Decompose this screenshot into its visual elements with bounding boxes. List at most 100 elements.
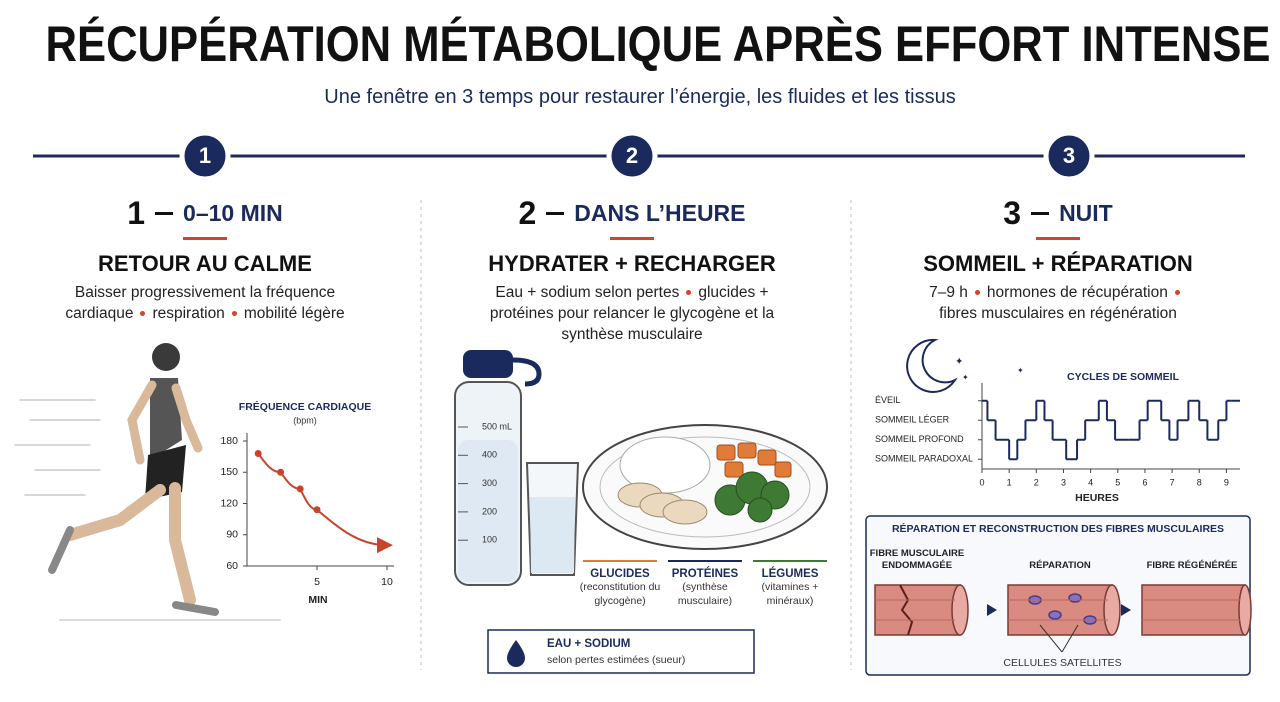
- plate: [582, 424, 828, 550]
- bottle-scale: 500 mL 400 300 200 100: [458, 421, 512, 545]
- badge-number: 3: [1063, 143, 1075, 168]
- step-header: 3 NUIT: [868, 194, 1248, 231]
- food-detail: (synthèse musculaire): [677, 581, 733, 607]
- x-tick-label: 2: [1034, 477, 1039, 487]
- box-detail: selon pertes estimées (sueur): [547, 654, 686, 666]
- x-tick-label: 3: [1061, 477, 1066, 487]
- underline: [183, 237, 227, 240]
- point: 7–9 h: [929, 284, 968, 301]
- bullet: [686, 290, 692, 296]
- fiber-caption: CELLULES SATELLITES: [1003, 657, 1122, 669]
- underline: [1036, 237, 1080, 240]
- y-tick-label: 150: [220, 466, 238, 478]
- heart-rate-line: [257, 452, 393, 554]
- step-number: 2: [518, 194, 537, 231]
- step-time: 0–10 MIN: [183, 199, 283, 226]
- badge: 3: [1043, 130, 1095, 182]
- scale-label: 300: [482, 478, 497, 488]
- y-tick-label: 90: [226, 529, 238, 541]
- food-legend: LÉGUMES (vitamines + minéraux): [745, 560, 835, 608]
- point: glucides + protéines pour relancer le gl…: [489, 284, 775, 343]
- x-tick-label: 7: [1170, 477, 1175, 487]
- step-text: Baisser progressivement la fréquence car…: [62, 282, 348, 324]
- point: respiration: [152, 305, 225, 322]
- fiber-stage: FIBRE RÉGÉNÉRÉE: [1146, 560, 1238, 571]
- food-detail: (reconstitution du glycogène): [579, 581, 661, 607]
- point: [296, 485, 304, 493]
- x-tick-label: 6: [1142, 477, 1147, 487]
- underline: [610, 237, 654, 240]
- drop-icon: [507, 640, 525, 667]
- food-detail: (vitamines + minéraux): [761, 581, 819, 607]
- dash: [155, 211, 174, 215]
- bullet: [974, 290, 980, 296]
- step-heading: SOMMEIL + RÉPARATION: [923, 251, 1193, 276]
- step-header: 1 0–10 MIN: [15, 194, 395, 231]
- chart-title: FRÉQUENCE CARDIAQUE: [239, 400, 371, 413]
- step-number: 1: [127, 194, 146, 231]
- x-axis-label: MIN: [308, 594, 327, 606]
- svg-text:✦: ✦: [955, 357, 963, 368]
- step-text: 7–9 h hormones de récupération fibres musc…: [918, 282, 1198, 324]
- x-axis-label: HEURES: [1075, 492, 1119, 504]
- svg-text:✦: ✦: [1017, 366, 1024, 375]
- food-line: [668, 560, 742, 562]
- scale-label: 100: [482, 535, 497, 545]
- x-tick-label: 1: [1007, 477, 1012, 487]
- bullet: [231, 311, 237, 317]
- point: hormones de récupération: [986, 284, 1168, 301]
- point: Eau + sodium selon pertes: [495, 284, 680, 301]
- badge-number: 1: [199, 143, 211, 168]
- y-tick-label: 60: [226, 560, 238, 572]
- point: fibres musculaires en régénération: [939, 305, 1177, 322]
- moon: ✦ ✦ ✦: [906, 338, 1024, 393]
- food-name: LÉGUMES: [761, 568, 819, 580]
- x-tick-label: 8: [1197, 477, 1202, 487]
- scale-label: 500 mL: [482, 421, 512, 431]
- x-tick-label: 0: [979, 477, 984, 487]
- food-legend: GLUCIDES (reconstitution du glycogène): [575, 560, 665, 608]
- dash: [1031, 211, 1050, 215]
- scale-label: 200: [482, 506, 497, 516]
- chart-title: CYCLES DE SOMMEIL: [1067, 371, 1180, 383]
- food-name: PROTÉINES: [671, 568, 739, 580]
- point: [313, 506, 321, 514]
- y-tick-label: 120: [220, 497, 238, 509]
- fiber-stage: FIBRE MUSCULAIRE ENDOMMAGÉE: [869, 548, 965, 571]
- y-tick-label: ÉVEIL: [875, 395, 901, 405]
- step-header: 2 DANS L’HEURE: [442, 194, 822, 231]
- chart-unit: (bpm): [293, 415, 317, 425]
- glass: [525, 462, 580, 576]
- y-tick-label: SOMMEIL LÉGER: [875, 415, 950, 425]
- svg-text:✦: ✦: [962, 373, 969, 382]
- step-number: 3: [1003, 194, 1022, 231]
- point: mobilité légère: [243, 305, 345, 322]
- box-title: EAU + SODIUM: [547, 638, 631, 650]
- info-box: [487, 629, 755, 674]
- point: [277, 468, 285, 476]
- bullet: [140, 311, 146, 317]
- fiber-illustration: [874, 584, 1252, 653]
- food-name: GLUCIDES: [590, 568, 650, 580]
- scale-label: 400: [482, 450, 497, 460]
- x-tick-label: 5: [314, 576, 320, 588]
- x-tick-label: 5: [1115, 477, 1120, 487]
- step-text: Eau + sodium selon pertes glucides + prot…: [478, 282, 786, 345]
- badge: 2: [606, 130, 658, 182]
- runner: [14, 343, 281, 621]
- point: [254, 450, 262, 457]
- step-heading: HYDRATER + RECHARGER: [488, 251, 776, 276]
- fiber-title: RÉPARATION ET RECONSTRUCTION DES FIBRES …: [891, 523, 1225, 535]
- badge-number: 2: [626, 143, 638, 168]
- badge: 1: [179, 130, 231, 182]
- x-tick-label: 4: [1088, 477, 1093, 487]
- subtitle: Une fenêtre en 3 temps pour restaurer l’…: [324, 86, 956, 108]
- y-tick-label: SOMMEIL PARADOXAL: [875, 454, 973, 464]
- bottle: [454, 350, 542, 586]
- y-tick-label: 180: [220, 435, 238, 447]
- y-tick-label: SOMMEIL PROFOND: [875, 434, 964, 444]
- step-time: DANS L’HEURE: [574, 199, 746, 226]
- x-tick-label: 10: [381, 576, 393, 588]
- bullet: [1174, 290, 1180, 296]
